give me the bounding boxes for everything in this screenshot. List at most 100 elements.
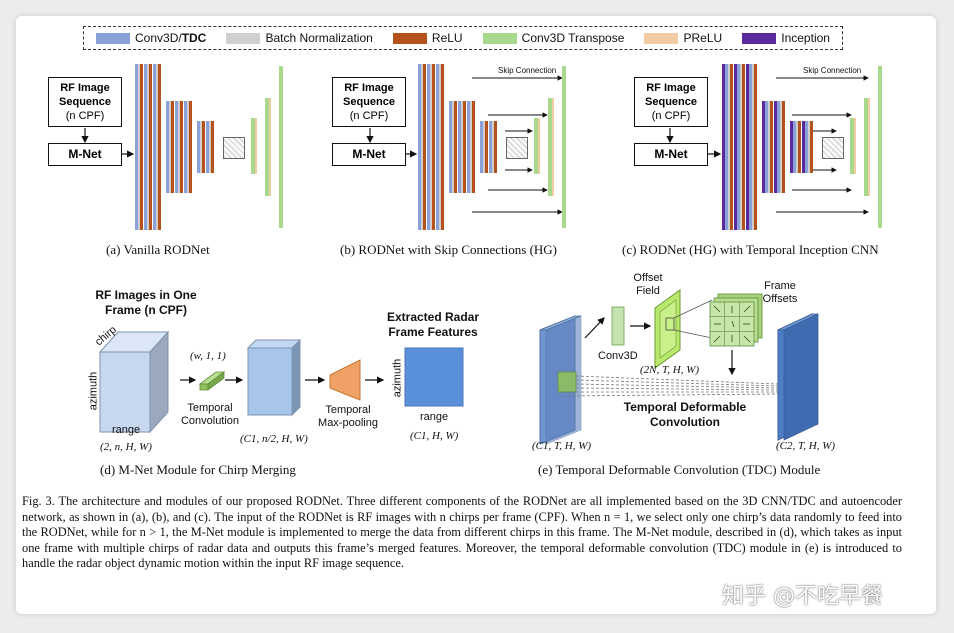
inception-layer (774, 101, 777, 193)
inception-layer (802, 121, 805, 173)
batchnorm-layer (439, 64, 441, 230)
conv3d-label: Conv3D (598, 350, 638, 362)
relu-layer (485, 121, 488, 173)
conv3d-layer (206, 121, 209, 173)
batchnorm-layer (780, 101, 782, 193)
relu-layer (770, 101, 773, 193)
mnet-box-a: M-Net (48, 143, 122, 166)
batchnorm-layer (187, 101, 189, 193)
conv3d-layer (765, 101, 768, 193)
conv3d-transpose-layer (864, 98, 868, 196)
conv3d-layer (184, 101, 187, 193)
batchnorm-layer (452, 101, 454, 193)
batchnorm-layer (728, 64, 730, 230)
batchnorm-layer (209, 121, 211, 173)
output-range-label: range (420, 411, 449, 423)
conv3d-layer (737, 64, 740, 230)
conv3d-layer (436, 64, 439, 230)
relu-layer (441, 64, 444, 230)
legend-item-conv3d-tdc: Conv3D/TDC (96, 31, 206, 45)
bottleneck-block (223, 137, 245, 159)
conv3d-layer (427, 64, 430, 230)
caption-c: (c) RODNet (HG) with Temporal Inception … (622, 242, 879, 257)
batchnorm-layer (808, 121, 810, 173)
relu-layer (140, 64, 143, 230)
maxpool-label: Temporal Max-pooling (318, 404, 378, 429)
conv3d-layer (489, 121, 492, 173)
relu-layer (432, 64, 435, 230)
relu-layer (202, 121, 205, 173)
batchnorm-layer (483, 121, 485, 173)
caption-b: (b) RODNet with Skip Connections (HG) (340, 242, 558, 257)
inception-layer (722, 64, 725, 230)
relu-layer (171, 101, 174, 193)
legend-swatch (226, 32, 261, 44)
conv3d-transpose-layer (279, 66, 283, 228)
bottleneck-block (506, 137, 528, 159)
conv3d-layer (467, 101, 470, 193)
conv3d-layer (480, 121, 483, 173)
batchnorm-layer (147, 64, 149, 230)
relu-layer (149, 64, 152, 230)
legend-swatch (644, 32, 679, 44)
azimuth-axis-label: azimuth (87, 371, 100, 411)
legend-item-inception: Inception (742, 31, 830, 45)
caption-a: (a) Vanilla RODNet (106, 242, 210, 257)
tdc-output-dims: (C2, T, H, W) (776, 440, 836, 452)
range-axis-label: range (112, 424, 141, 436)
batchnorm-layer (740, 64, 742, 230)
frame-offsets-grid (709, 293, 763, 347)
conv3d-layer (144, 64, 147, 230)
rf-input-box-c: RF Image Sequence (n CPF) (634, 77, 708, 127)
output-dims: (C1, H, W) (410, 430, 459, 442)
temporal-conv-label: Temporal Convolution (180, 402, 240, 427)
relu-layer (189, 101, 192, 193)
tdc-label: Temporal Deformable Convolution (623, 400, 747, 429)
relu-layer (730, 64, 733, 230)
prelu-layer (854, 118, 856, 174)
tdc-input-dims: (C1, T, H, W) (532, 440, 592, 452)
conv3d-layer (197, 121, 200, 173)
legend-item-prelu: PReLU (644, 31, 722, 45)
conv3d-layer (153, 64, 156, 230)
relu-layer (494, 121, 497, 173)
relu-layer (423, 64, 426, 230)
offset-dims: (2N, T, H, W) (640, 364, 700, 376)
batchnorm-layer (430, 64, 432, 230)
batchnorm-layer (768, 101, 770, 193)
rf-input-box-b: RF Image Sequence (n CPF) (332, 77, 406, 127)
batchnorm-layer (470, 101, 472, 193)
conv3d-layer (777, 101, 780, 193)
bottleneck-block (822, 137, 844, 159)
inception-layer (746, 64, 749, 230)
prelu-layer (868, 98, 870, 196)
relu-layer (782, 101, 785, 193)
relu-layer (742, 64, 745, 230)
inception-layer (790, 121, 793, 173)
relu-layer (754, 64, 757, 230)
conv3d-layer (166, 101, 169, 193)
relu-layer (798, 121, 801, 173)
conv3d-layer (449, 101, 452, 193)
prelu-layer (269, 98, 271, 196)
batchnorm-layer (492, 121, 494, 173)
legend-item-batch-norm: Batch Normalization (226, 31, 373, 45)
offset-field-label: Offset Field (633, 272, 663, 297)
batchnorm-layer (461, 101, 463, 193)
batchnorm-layer (200, 121, 202, 173)
prelu-layer (255, 118, 257, 174)
batchnorm-layer (796, 121, 798, 173)
output-azimuth-label: azimuth (391, 358, 404, 398)
mid-dims: (C1, n/2, H, W) (240, 433, 308, 445)
conv3d-transpose-layer (534, 118, 538, 174)
mnet-box-b: M-Net (332, 143, 406, 166)
batchnorm-layer (752, 64, 754, 230)
relu-layer (211, 121, 214, 173)
batchnorm-layer (156, 64, 158, 230)
caption-d: (d) M-Net Module for Chirp Merging (100, 462, 296, 477)
skip-connection-label-c: Skip Connection (803, 66, 862, 75)
rf-input-box-a: RF Image Sequence (n CPF) (48, 77, 122, 127)
legend-swatch (392, 32, 427, 44)
legend-item-conv3d-transpose: Conv3D Transpose (482, 31, 624, 45)
relu-layer (454, 101, 457, 193)
